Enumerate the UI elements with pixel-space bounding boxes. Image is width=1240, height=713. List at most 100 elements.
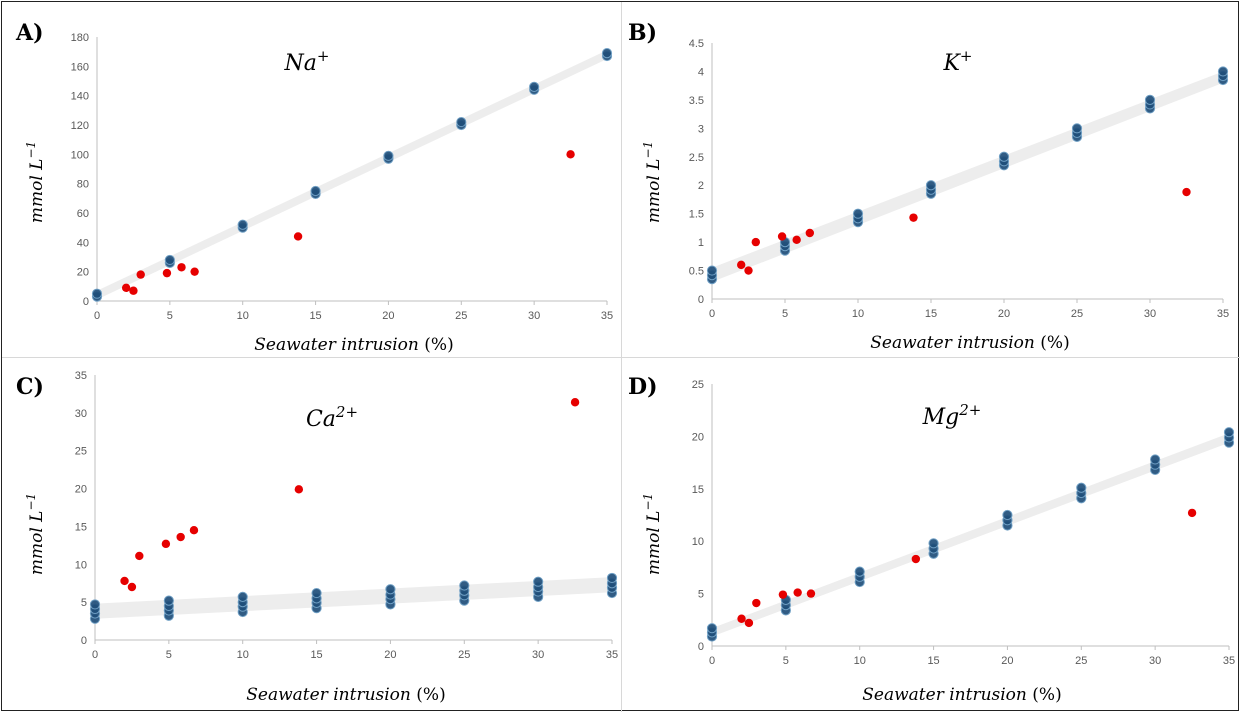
y-tick-label: 80 <box>77 179 89 191</box>
y-tick-label: 0.5 <box>689 266 704 278</box>
y-axis-label-main: mmol L <box>644 511 664 576</box>
x-tick-label: 10 <box>237 310 249 322</box>
panel-label: B) <box>628 20 657 46</box>
x-axis-label-main: Seawater intrusion <box>870 333 1035 353</box>
y-tick-label: 20 <box>692 431 704 443</box>
sample-point <box>737 260 746 270</box>
sample-point <box>190 267 199 276</box>
model-point <box>237 219 248 230</box>
x-tick-label: 35 <box>1223 655 1235 667</box>
y-axis-label-superscript: −1 <box>24 493 38 511</box>
chart-title-superscript: 2+ <box>335 403 358 421</box>
sample-point <box>751 237 760 247</box>
model-point <box>164 254 175 266</box>
trend-band <box>97 50 607 300</box>
sample-point <box>1187 508 1197 518</box>
y-axis-label-main: mmol L <box>27 511 47 576</box>
model-point <box>456 116 467 128</box>
chart-svg-b: B) K+ mmol L−1 Seawater intrusion (%) 00… <box>628 20 1229 353</box>
x-tick-label: 20 <box>382 310 394 322</box>
y-axis-label: mmol L−1 <box>24 493 47 575</box>
model-point <box>852 208 864 219</box>
y-tick-label: 15 <box>692 484 704 496</box>
trend-band <box>712 433 1229 637</box>
plot-area: 0 0.5 1 1.5 2 2.5 3 3.5 4 4.5 0 5 10 15 20 25 30 35 <box>689 38 1229 320</box>
sample-point <box>566 150 575 159</box>
x-tick-label: 30 <box>532 649 544 661</box>
x-axis-label-main: Seawater intrusion <box>246 685 411 705</box>
sample-point <box>161 539 171 549</box>
model-point <box>91 288 103 299</box>
trend-band <box>712 71 1223 282</box>
y-tick-label: 2.5 <box>689 152 704 164</box>
model-point <box>1071 123 1083 134</box>
y-tick-label: 30 <box>75 408 87 420</box>
y-tick-label: 35 <box>75 370 87 382</box>
y-tick-label: 5 <box>698 589 704 601</box>
plot-area: 0 5 10 15 20 25 30 35 0 5 10 15 20 25 30 35 <box>75 370 618 661</box>
x-tick-label: 25 <box>1075 655 1087 667</box>
x-tick-label: 20 <box>1001 655 1013 667</box>
chart-title-superscript: + <box>317 47 330 65</box>
model-point <box>1150 454 1161 465</box>
chart-svg-c: C) Ca2+ mmol L−1 Seawater intrusion (%) … <box>16 370 618 705</box>
model-point <box>385 584 396 595</box>
chart-title: Mg2+ <box>922 401 982 430</box>
chart-title: K+ <box>942 47 972 76</box>
x-tick-label: 5 <box>167 310 173 322</box>
y-tick-label: 180 <box>71 32 89 44</box>
x-tick-label: 0 <box>92 649 98 661</box>
x-axis-label: Seawater intrusion (%) <box>870 333 1069 353</box>
sample-point <box>792 235 801 245</box>
y-tick-label: 1.5 <box>689 209 704 221</box>
sample-point <box>752 598 761 608</box>
model-point <box>1217 66 1229 77</box>
y-tick-label: 2 <box>698 180 704 192</box>
sample-point <box>793 588 802 597</box>
x-axis-label: Seawater intrusion (%) <box>254 335 453 355</box>
y-tick-label: 40 <box>77 237 89 249</box>
chart-title: Ca2+ <box>306 403 358 432</box>
chart-title-main: Mg <box>922 405 960 430</box>
y-tick-label: 0 <box>698 294 704 306</box>
sample-point <box>570 398 580 407</box>
y-tick-label: 120 <box>71 120 89 132</box>
panel-label: D) <box>628 374 658 400</box>
model-point <box>533 576 544 587</box>
y-tick-label: 5 <box>81 597 87 609</box>
y-tick-label: 15 <box>75 521 87 533</box>
y-tick-label: 4.5 <box>689 38 704 50</box>
y-axis-label-superscript: −1 <box>641 141 655 159</box>
x-tick-label: 15 <box>925 308 937 320</box>
sample-point <box>129 286 138 295</box>
model-point <box>601 48 613 59</box>
x-tick-label: 20 <box>384 649 396 661</box>
model-point <box>606 572 618 584</box>
y-tick-label: 140 <box>71 91 89 103</box>
model-point <box>529 81 540 92</box>
y-axis-label: mmol L−1 <box>24 141 47 223</box>
y-tick-label: 0 <box>83 296 89 308</box>
y-tick-label: 25 <box>75 446 87 458</box>
sample-point <box>294 485 304 494</box>
model-point <box>163 595 174 606</box>
model-point <box>89 599 101 610</box>
y-tick-label: 0 <box>698 641 704 653</box>
x-tick-label: 30 <box>528 310 540 322</box>
x-tick-label: 5 <box>166 649 172 661</box>
chart-title-superscript: + <box>960 47 973 65</box>
sample-point <box>778 590 788 599</box>
x-tick-label: 35 <box>606 649 618 661</box>
chart-title-main: K <box>942 51 961 76</box>
model-point <box>854 566 865 577</box>
sample-point <box>120 576 129 586</box>
trend-band <box>95 577 612 619</box>
y-axis-label-superscript: −1 <box>641 493 655 511</box>
chart-panel-d: D) Mg2+ mmol L−1 Seawater intrusion (%) … <box>622 358 1240 712</box>
x-tick-label: 35 <box>601 310 613 322</box>
x-axis-label-main: Seawater intrusion <box>254 335 419 355</box>
plot-area: 0 5 10 15 20 25 0 5 10 15 20 25 30 35 <box>692 379 1235 667</box>
y-tick-label: 160 <box>71 61 89 73</box>
sample-point <box>293 232 303 241</box>
